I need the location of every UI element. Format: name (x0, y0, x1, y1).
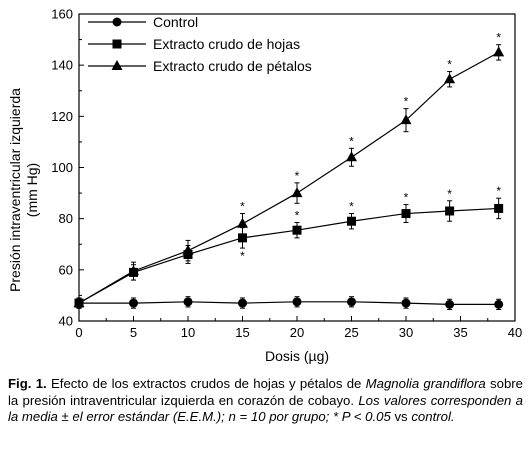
significance-mark: * (404, 95, 409, 109)
significance-mark: * (447, 187, 452, 201)
data-point (238, 298, 247, 308)
x-tick-label: 35 (453, 325, 467, 340)
data-point (347, 297, 356, 307)
caption-text-3: Los valores corresponden a la media ± el… (8, 392, 523, 425)
data-point (292, 225, 302, 235)
y-axis-label: Presión intraventricular izquierda (7, 88, 23, 292)
series-line (79, 301, 499, 305)
series-circle (74, 296, 504, 310)
data-point (183, 297, 193, 307)
series-line (78, 207, 499, 304)
legend-marker (111, 60, 123, 70)
significance-mark: * (295, 209, 300, 223)
significance-mark: * (404, 191, 409, 205)
y-tick-label: 60 (59, 262, 73, 277)
significance-mark: * (447, 58, 452, 72)
significance-mark: * (240, 249, 245, 263)
x-tick-label: 0 (75, 325, 82, 340)
significance-mark: * (349, 134, 354, 148)
x-tick-label: 20 (290, 325, 304, 340)
x-axis-label: Dosis (µg) (265, 348, 329, 364)
x-tick-label: 25 (344, 325, 358, 340)
series-triangle: * * * * * * (73, 31, 505, 309)
data-point (346, 151, 357, 162)
significance-mark: * (295, 169, 300, 183)
data-point (494, 203, 504, 213)
y-tick-label: 120 (51, 109, 73, 124)
x-tick-label: 15 (235, 325, 249, 340)
y-tick-label: 160 (51, 7, 73, 22)
data-point (238, 233, 247, 243)
data-point (445, 299, 455, 309)
legend-label: Control (153, 14, 198, 30)
y-axis-unit: (mm Hg) (24, 163, 40, 217)
data-point (401, 209, 411, 219)
data-point (445, 206, 455, 216)
significance-mark: * (240, 200, 245, 214)
data-point (400, 114, 412, 125)
legend: Control Extracto crudo de hojas Extracto c… (88, 14, 312, 74)
x-tick-label: 30 (399, 325, 413, 340)
axes: 0 5 10 15 20 25 30 35 40 40 60 80 100 120 140 160 (51, 7, 522, 341)
data-point (401, 298, 411, 308)
data-point (128, 265, 139, 276)
data-point (291, 187, 303, 198)
x-tick-label: 40 (508, 325, 522, 340)
data-point (494, 299, 504, 309)
legend-marker (112, 39, 122, 49)
data-point (292, 297, 302, 307)
significance-mark: * (496, 31, 501, 45)
caption-text-2: sobre la presión intraventricular izquie… (8, 376, 524, 408)
legend-item-square: Extracto crudo de hojas (88, 36, 300, 52)
caption-species: Magnolia grandiflora (365, 376, 486, 391)
y-tick-label: 100 (51, 160, 73, 175)
data-point (347, 216, 356, 226)
caption-label: Fig. 1. (8, 376, 47, 391)
series-square: * * * * * * (74, 184, 504, 309)
data-point (444, 73, 456, 84)
legend-item-triangle: Extracto crudo de pétalos (88, 58, 312, 74)
figure-caption: Fig. 1. Efecto de los extractos crudos d… (8, 376, 523, 426)
legend-label: Extracto crudo de hojas (153, 36, 300, 52)
y-tick-label: 140 (51, 58, 73, 73)
legend-label: Extracto crudo de pétalos (153, 58, 312, 74)
y-tick-label: 80 (59, 211, 73, 226)
legend-item-circle: Control (88, 14, 198, 30)
significance-mark: * (349, 200, 354, 214)
caption-text-5: control. (411, 409, 455, 424)
caption-text-1: Efecto de los extractos crudos de hojas … (46, 376, 366, 391)
significance-mark: * (496, 184, 501, 198)
x-tick-label: 10 (181, 325, 195, 340)
series-layer: * * * * * * * * * * * * (73, 31, 505, 310)
data-point (493, 46, 505, 57)
y-tick-label: 40 (59, 314, 73, 329)
caption-text-4: vs (390, 409, 412, 424)
data-point (129, 298, 138, 308)
data-point (73, 297, 85, 308)
data-point (182, 244, 194, 255)
series-line (78, 51, 499, 304)
data-point (237, 217, 248, 228)
legend-marker (112, 17, 122, 27)
x-tick-label: 5 (130, 325, 137, 340)
